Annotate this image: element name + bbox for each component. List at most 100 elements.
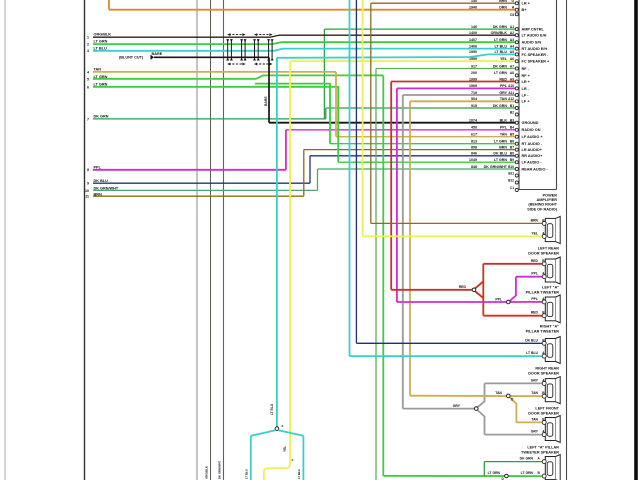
svg-text:A6: A6 [510,57,514,61]
svg-text:1969: 1969 [469,84,477,88]
svg-text:POWER: POWER [543,194,558,198]
svg-text:LT BLU: LT BLU [526,351,538,355]
svg-text:RED: RED [531,259,539,263]
svg-text:D: D [511,398,514,402]
svg-text:813: 813 [471,140,477,144]
svg-text:A4: A4 [510,44,514,48]
svg-text:719: 719 [471,91,477,95]
svg-text:RADIO ON: RADIO ON [522,128,541,132]
svg-text:LF +: LF + [522,100,531,104]
svg-text:DK GRN: DK GRN [493,64,508,68]
svg-text:B1: B1 [510,104,514,108]
svg-text:LT BLU: LT BLU [94,46,107,50]
svg-text:B7: B7 [510,145,514,149]
svg-text:B12: B12 [508,178,514,182]
svg-text:DK GRN: DK GRN [493,25,508,29]
svg-text:RED: RED [531,311,539,315]
svg-text:DK GRN: DK GRN [94,115,109,119]
svg-text:LR -: LR - [522,87,530,91]
svg-text:B8: B8 [510,152,514,156]
svg-text:1049: 1049 [469,158,477,162]
svg-text:RR AUDIO+: RR AUDIO+ [522,154,544,158]
svg-text:4: 4 [87,70,89,74]
svg-text:A: A [542,351,545,355]
svg-text:SIDE OF RADIO): SIDE OF RADIO) [527,207,557,211]
svg-text:S: S [292,458,294,462]
svg-text:AUDIO S/N: AUDIO S/N [522,41,542,45]
svg-text:H: H [512,6,515,10]
svg-text:1999: 1999 [469,57,477,61]
svg-text:DK GRN: DK GRN [520,457,534,461]
svg-text:848: 848 [471,165,477,169]
svg-text:B2: B2 [510,110,514,114]
svg-text:FC SPEAKER +: FC SPEAKER + [522,60,551,64]
svg-text:D: D [502,477,505,480]
svg-text:617: 617 [471,133,477,137]
svg-text:LT GRN: LT GRN [94,83,108,87]
svg-text:PPL: PPL [94,166,102,170]
svg-text:450: 450 [471,126,477,130]
svg-text:GRY: GRY [531,378,539,382]
svg-text:LT BLU: LT BLU [270,403,274,415]
svg-text:LEFT "A": LEFT "A" [542,286,559,290]
svg-text:BARE: BARE [152,52,163,56]
svg-text:LF -: LF - [522,93,530,97]
svg-text:GRY: GRY [531,430,539,434]
svg-text:A: A [542,430,545,434]
svg-text:LF AUDIO +: LF AUDIO + [522,135,544,139]
svg-text:(BLUNT CUT): (BLUNT CUT) [119,56,144,60]
svg-text:TAN: TAN [495,391,502,395]
svg-text:A10: A10 [508,84,514,88]
svg-text:A7: A7 [510,64,514,68]
svg-text:LF AUDIO -: LF AUDIO - [522,161,543,165]
svg-text:BRN: BRN [499,145,507,149]
svg-text:A: A [538,457,541,461]
svg-text:RF +: RF + [522,74,531,78]
svg-text:B3: B3 [510,119,514,123]
svg-text:BRN: BRN [499,0,507,3]
svg-text:PILLAR TWEETER: PILLAR TWEETER [526,330,560,334]
svg-text:TAN: TAN [94,68,102,72]
svg-text:A3: A3 [510,38,514,42]
svg-text:LT AUDIO E/H: LT AUDIO E/H [522,34,547,38]
svg-text:1999: 1999 [469,77,477,81]
svg-text:146: 146 [471,25,477,29]
svg-text:1: 1 [87,36,89,40]
svg-text:LT GRN: LT GRN [94,75,108,79]
svg-text:1950: 1950 [469,50,477,54]
svg-text:DK BLU: DK BLU [493,152,507,156]
svg-text:RT AUDIO E/H: RT AUDIO E/H [522,47,548,51]
svg-text:RF -: RF - [522,67,530,71]
svg-text:LEFT REAR: LEFT REAR [538,247,560,251]
svg-text:B9: B9 [510,158,514,162]
svg-text:LT GRN: LT GRN [494,71,508,75]
svg-text:RED: RED [499,77,507,81]
svg-text:LEFT "A" PILLAR: LEFT "A" PILLAR [527,446,559,450]
svg-text:10: 10 [85,189,89,193]
svg-text:DK GRN/WHT: DK GRN/WHT [218,461,222,479]
svg-text:REAR AUDIO -: REAR AUDIO - [522,167,549,171]
svg-text:LT GRN: LT GRN [94,40,108,44]
svg-text:LT BLU: LT BLU [297,469,301,479]
svg-text:B: B [538,471,541,475]
svg-text:A: A [542,297,545,301]
svg-text:A5: A5 [510,50,514,54]
svg-text:B: B [542,338,545,342]
svg-text:915: 915 [471,104,477,108]
svg-text:B: B [542,311,545,315]
svg-text:C1: C1 [510,186,514,190]
svg-text:A1: A1 [510,25,514,29]
svg-text:BRN: BRN [94,192,102,196]
svg-text:DK BLU: DK BLU [94,179,109,183]
svg-text:TAN: TAN [531,391,538,395]
svg-text:PPL: PPL [531,297,538,301]
svg-text:AMP CNTRL: AMP CNTRL [522,28,545,32]
svg-text:YEL: YEL [500,57,508,61]
svg-text:LT GRN: LT GRN [494,158,508,162]
svg-text:B: B [542,391,545,395]
svg-text:B11: B11 [508,171,514,175]
svg-text:LT BLU: LT BLU [494,50,507,54]
svg-text:RT AUDIO -: RT AUDIO - [522,142,543,146]
svg-text:ORN: ORN [499,6,507,10]
svg-text:LT GRN: LT GRN [494,140,508,144]
